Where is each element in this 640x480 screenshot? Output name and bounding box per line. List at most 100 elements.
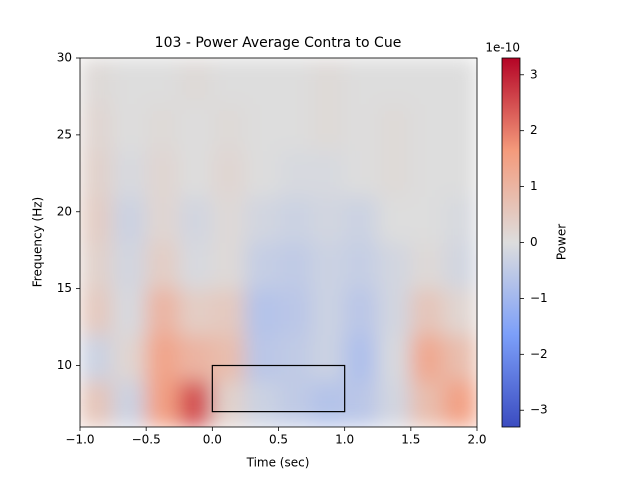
- heatmap-cell: [311, 195, 346, 243]
- heatmap-cell: [80, 334, 114, 382]
- heatmap-cell: [112, 242, 147, 290]
- heatmap-cell: [377, 380, 412, 427]
- heatmap-cell: [178, 380, 213, 427]
- heatmap-cell: [344, 334, 379, 382]
- heatmap-cell: [178, 195, 213, 243]
- heatmap-cell: [344, 242, 379, 290]
- y-tick-label: 25: [57, 127, 72, 141]
- heatmap-cell: [211, 288, 246, 336]
- heatmap-cell: [112, 380, 147, 427]
- heatmap-cell: [145, 103, 180, 151]
- y-tick-label: 20: [57, 204, 72, 218]
- heatmap-cell: [410, 242, 445, 290]
- heatmap-cell: [145, 288, 180, 336]
- x-tick-label: 1.5: [401, 433, 420, 447]
- heatmap-cell: [244, 242, 279, 290]
- heatmap-cell: [211, 195, 246, 243]
- colorbar-tick-label: 3: [530, 67, 538, 81]
- heatmap-cell: [377, 334, 412, 382]
- heatmap-cell: [80, 380, 114, 427]
- heatmap-cell: [443, 288, 477, 336]
- heatmap-cell: [443, 103, 477, 151]
- heatmap-cell: [278, 58, 313, 105]
- heatmap-cell: [145, 149, 180, 197]
- heatmap-cell: [311, 149, 346, 197]
- heatmap-cell: [410, 334, 445, 382]
- y-tick-label: 15: [57, 281, 72, 295]
- heatmap-cell: [211, 149, 246, 197]
- heatmap-cell: [112, 288, 147, 336]
- heatmap-cell: [211, 380, 246, 427]
- heatmap-cell: [311, 242, 346, 290]
- colorbar-offset: 1e-10: [485, 41, 520, 55]
- heatmap-cell: [244, 58, 279, 105]
- heatmap-cell: [112, 149, 147, 197]
- heatmap-cell: [244, 288, 279, 336]
- heatmap-cell: [443, 195, 477, 243]
- heatmap-cell: [377, 288, 412, 336]
- colorbar-tick-label: 2: [530, 123, 538, 137]
- heatmap-cell: [344, 103, 379, 151]
- x-tick-label: −1.0: [65, 433, 94, 447]
- heatmap-cell: [443, 58, 477, 105]
- heatmap-cell: [377, 242, 412, 290]
- heatmap-cell: [145, 195, 180, 243]
- heatmap-cell: [311, 288, 346, 336]
- colorbar-tick-label: −2: [530, 347, 548, 361]
- heatmap-cell: [311, 334, 346, 382]
- heatmap-cell: [244, 149, 279, 197]
- heatmap-cell: [311, 380, 346, 427]
- heatmap-cell: [278, 288, 313, 336]
- x-tick-label: −0.5: [132, 433, 161, 447]
- heatmap-cell: [145, 334, 180, 382]
- heatmap-cell: [145, 242, 180, 290]
- heatmap-cell: [211, 58, 246, 105]
- y-tick-label: 30: [57, 51, 72, 65]
- heatmap-cell: [410, 380, 445, 427]
- heatmap-cell: [178, 58, 213, 105]
- heatmap-cell: [244, 195, 279, 243]
- heatmap-cell: [410, 103, 445, 151]
- heatmap-cell: [278, 380, 313, 427]
- heatmap-cell: [178, 103, 213, 151]
- heatmap-cell: [178, 334, 213, 382]
- heatmap-cell: [244, 103, 279, 151]
- heatmap-cell: [344, 380, 379, 427]
- heatmap-cell: [80, 195, 114, 243]
- heatmap-cell: [377, 58, 412, 105]
- heatmap-cells: [80, 58, 477, 427]
- roi-box: [211, 364, 346, 413]
- heatmap-cell: [410, 149, 445, 197]
- heatmap-cell: [80, 58, 114, 105]
- heatmap-cell: [377, 149, 412, 197]
- heatmap-cell: [311, 103, 346, 151]
- heatmap: [80, 58, 477, 427]
- heatmap-cell: [278, 334, 313, 382]
- heatmap-cell: [344, 288, 379, 336]
- heatmap-cell: [278, 195, 313, 243]
- heatmap-cell: [178, 288, 213, 336]
- heatmap-cell: [211, 334, 246, 382]
- heatmap-cell: [344, 195, 379, 243]
- colorbar-tick-label: 0: [530, 235, 538, 249]
- x-tick-label: 0.5: [269, 433, 288, 447]
- colorbar: [502, 58, 520, 427]
- heatmap-cell: [410, 58, 445, 105]
- x-tick-label: 2.0: [467, 433, 486, 447]
- colorbar-tick-label: 1: [530, 179, 538, 193]
- heatmap-cell: [112, 103, 147, 151]
- heatmap-cell: [443, 380, 477, 427]
- y-tick-label: 10: [57, 358, 72, 372]
- heatmap-cell: [178, 149, 213, 197]
- heatmap-cell: [178, 242, 213, 290]
- heatmap-cell: [311, 58, 346, 105]
- heatmap-cell: [244, 334, 279, 382]
- heatmap-cell: [80, 149, 114, 197]
- heatmap-cell: [145, 58, 180, 105]
- heatmap-cell: [443, 334, 477, 382]
- x-tick-label: 0.0: [203, 433, 222, 447]
- heatmap-cell: [145, 380, 180, 427]
- heatmap-cell: [211, 103, 246, 151]
- chart-title: 103 - Power Average Contra to Cue: [155, 35, 402, 51]
